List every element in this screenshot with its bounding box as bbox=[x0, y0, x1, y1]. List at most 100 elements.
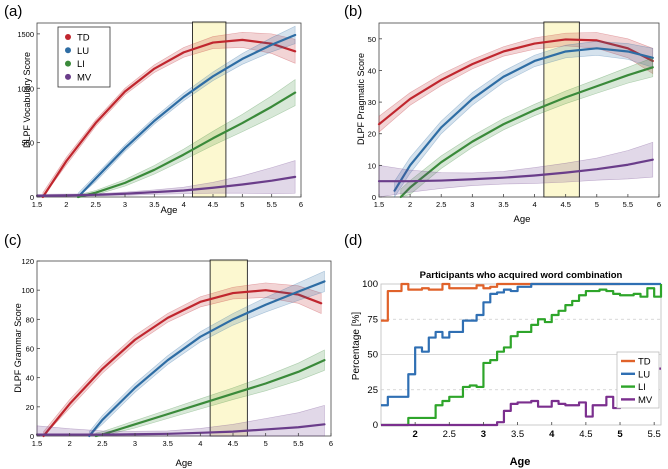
xtick-label-c-8: 5.5 bbox=[293, 439, 303, 448]
series-line-c-td bbox=[42, 289, 323, 438]
xtick-label-a-9: 6 bbox=[299, 200, 303, 209]
ytick-label-d-1: 25 bbox=[367, 385, 378, 396]
xtick-label-a-6: 4.5 bbox=[208, 200, 218, 209]
series-line-a-td bbox=[41, 38, 297, 199]
xtick-label-d-4: 4 bbox=[549, 429, 555, 440]
xtick-label-b-8: 5.5 bbox=[623, 200, 633, 209]
xtick-label-a-1: 2 bbox=[64, 200, 68, 209]
ci-band-b-td bbox=[378, 32, 654, 133]
xtick-label-b-7: 5 bbox=[595, 200, 599, 209]
xtick-label-a-7: 5 bbox=[240, 200, 244, 209]
xlabel-a: Age bbox=[161, 205, 178, 216]
panel-label-b: (b) bbox=[344, 3, 362, 20]
ytick-label-a-1: 500 bbox=[21, 139, 34, 148]
ylabel-c: DLPF Grammar Score bbox=[13, 303, 23, 393]
xtick-label-a-8: 5.5 bbox=[266, 200, 276, 209]
xtick-label-d-1: 2.5 bbox=[443, 429, 456, 440]
ytick-label-c-2: 40 bbox=[26, 374, 34, 383]
series-line-b-td bbox=[377, 38, 654, 126]
ci-band-a-li bbox=[77, 78, 296, 198]
xtick-label-d-5: 4.5 bbox=[579, 429, 592, 440]
ci-band-b-li bbox=[400, 57, 654, 198]
xtick-label-a-4: 3.5 bbox=[149, 200, 159, 209]
panel-label-d: (d) bbox=[344, 232, 362, 249]
xtick-label-c-1: 2 bbox=[68, 439, 72, 448]
legend-marker-a-li bbox=[65, 60, 71, 67]
xtick-label-a-2: 2.5 bbox=[90, 200, 100, 209]
ci-band-c-mv bbox=[36, 404, 325, 437]
xtick-label-c-9: 6 bbox=[329, 439, 333, 448]
xtick-label-d-2: 3 bbox=[481, 429, 486, 440]
legend-label-a-mv: MV bbox=[77, 72, 92, 83]
ytick-label-b-4: 40 bbox=[368, 66, 376, 75]
xtick-label-a-3: 3 bbox=[123, 200, 127, 209]
age-highlight-band-a bbox=[192, 21, 227, 198]
xlabel-c: Age bbox=[176, 458, 193, 469]
series-line-d-li bbox=[381, 284, 663, 427]
age-highlight-band-c bbox=[209, 259, 248, 437]
xtick-label-b-9: 6 bbox=[657, 200, 661, 209]
xtick-label-d-7: 5.5 bbox=[648, 429, 661, 440]
legend-label-a-lu: LU bbox=[77, 46, 89, 57]
ci-band-b-mv bbox=[378, 141, 654, 198]
xtick-label-d-0: 2 bbox=[412, 429, 417, 440]
ytick-label-c-1: 20 bbox=[26, 403, 34, 412]
xtick-label-c-7: 5 bbox=[264, 439, 268, 448]
series-line-a-lu bbox=[76, 33, 297, 199]
panel-label-a: (a) bbox=[4, 3, 22, 20]
chart-title-d: Participants who acquired word combinati… bbox=[420, 270, 623, 281]
xtick-label-c-2: 2.5 bbox=[97, 439, 107, 448]
series-line-a-li bbox=[76, 91, 297, 199]
ci-band-c-li bbox=[95, 349, 325, 437]
xtick-label-b-4: 3.5 bbox=[498, 200, 508, 209]
ci-band-c-lu bbox=[88, 270, 325, 437]
legend-label-d-td: TD bbox=[638, 357, 651, 368]
ytick-label-a-3: 1500 bbox=[17, 30, 34, 39]
legend-label-d-li: LI bbox=[638, 382, 646, 393]
ytick-label-b-0: 0 bbox=[372, 193, 376, 202]
ytick-label-b-2: 20 bbox=[368, 130, 376, 139]
series-line-d-lu bbox=[381, 282, 661, 407]
xtick-label-d-3: 3.5 bbox=[511, 429, 524, 440]
xlabel-b: Age bbox=[514, 214, 531, 225]
panel-c: (c) DLPF Grammar Score Age 1.5 2 2.5 3 3.5 4 4… bbox=[4, 232, 333, 469]
legend-marker-a-td bbox=[65, 34, 71, 40]
xtick-label-b-2: 2.5 bbox=[436, 200, 446, 209]
xtick-label-c-0: 1.5 bbox=[32, 439, 42, 448]
series-line-b-mv bbox=[377, 158, 654, 183]
ytick-label-c-0: 0 bbox=[30, 432, 34, 441]
series-line-b-lu bbox=[393, 47, 654, 192]
xlabel-d: Age bbox=[510, 456, 531, 468]
xtick-label-d-6: 5 bbox=[617, 429, 623, 440]
ci-band-a-mv bbox=[36, 160, 296, 198]
xtick-label-b-0: 1.5 bbox=[374, 200, 384, 209]
xtick-label-c-6: 4.5 bbox=[228, 439, 238, 448]
legend-label-a-li: LI bbox=[77, 59, 85, 70]
ytick-label-b-1: 10 bbox=[368, 161, 376, 170]
xtick-label-a-5: 4 bbox=[182, 200, 186, 209]
xtick-label-a-0: 1.5 bbox=[32, 200, 42, 209]
ytick-label-c-3: 60 bbox=[26, 345, 34, 354]
xtick-label-c-3: 3 bbox=[133, 439, 137, 448]
legend-marker-a-lu bbox=[65, 47, 71, 54]
xtick-label-b-6: 4.5 bbox=[560, 200, 570, 209]
ytick-label-c-6: 120 bbox=[21, 257, 34, 266]
ytick-label-d-4: 100 bbox=[362, 279, 378, 290]
ytick-label-c-5: 100 bbox=[21, 286, 34, 295]
panel-d: (d) Participants who acquired word combi… bbox=[344, 232, 663, 468]
legend-label-d-mv: MV bbox=[638, 395, 653, 406]
ytick-label-a-2: 1000 bbox=[17, 84, 34, 93]
xtick-label-b-3: 3 bbox=[470, 200, 474, 209]
series-line-b-li bbox=[399, 66, 654, 199]
ytick-label-d-0: 0 bbox=[373, 420, 378, 431]
ytick-label-c-4: 80 bbox=[26, 315, 34, 324]
ci-band-a-td bbox=[42, 31, 296, 198]
series-line-a-mv bbox=[35, 175, 297, 198]
xtick-label-c-4: 3.5 bbox=[162, 439, 172, 448]
ytick-label-b-5: 50 bbox=[368, 35, 376, 44]
xtick-label-b-1: 2 bbox=[408, 200, 412, 209]
legend-label-d-lu: LU bbox=[638, 369, 650, 380]
series-line-c-li bbox=[94, 359, 326, 438]
xtick-label-c-5: 4 bbox=[198, 439, 202, 448]
